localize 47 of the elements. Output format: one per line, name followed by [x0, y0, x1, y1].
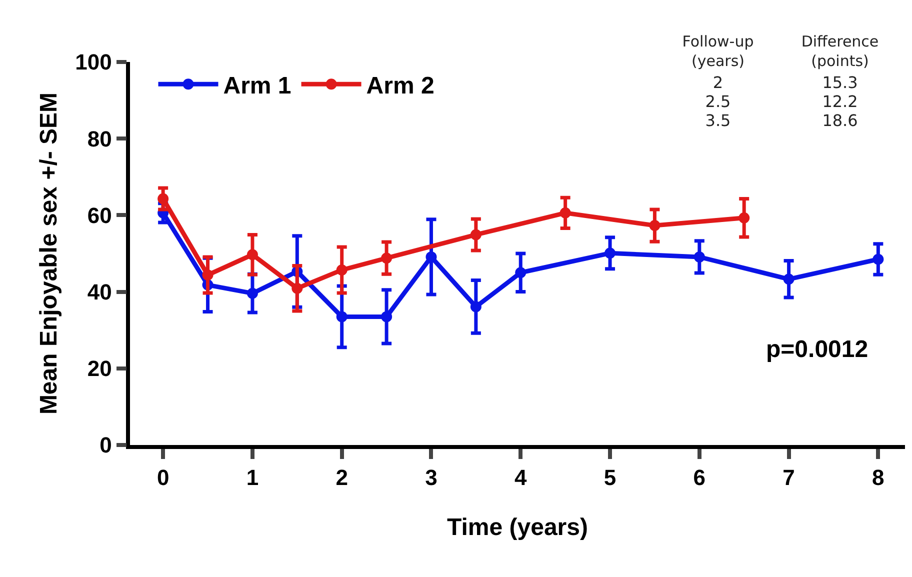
- x-tick-label: 2: [336, 465, 348, 490]
- point: [604, 248, 616, 259]
- y-tick-label: 100: [75, 50, 112, 75]
- y-tick-label: 20: [87, 356, 112, 382]
- legend-label: Arm 1: [223, 72, 292, 100]
- annotation: 2: [712, 73, 724, 92]
- x-tick-label: 5: [604, 465, 616, 490]
- point: [515, 267, 526, 278]
- x-tick-label: 0: [156, 465, 170, 490]
- point: [783, 274, 794, 285]
- point: [470, 301, 482, 312]
- point: [336, 311, 348, 322]
- legend-label: Arm 2: [366, 72, 434, 100]
- point: [246, 249, 258, 260]
- x-tick-label: 8: [872, 465, 884, 490]
- y-tick-label: 60: [87, 202, 112, 228]
- point: [381, 252, 392, 264]
- point: [202, 269, 214, 280]
- annotation: 18.6: [822, 111, 858, 130]
- x-tick-label: 3: [425, 465, 438, 490]
- x-tick-label: 7: [782, 465, 795, 490]
- y-tick-label: 40: [87, 280, 112, 304]
- point: [292, 282, 303, 294]
- point: [470, 229, 482, 240]
- point: [158, 193, 169, 204]
- x-tick-label: 1: [246, 465, 259, 490]
- annotation: 3.5: [705, 111, 731, 130]
- annotation: p=0.0012: [766, 336, 868, 363]
- y-axis-title: Mean Enjoyable sex +/- SEM: [36, 92, 63, 415]
- x-tick-label: 4: [514, 465, 528, 490]
- x-axis-title: Time (years): [447, 514, 588, 541]
- annotation: 15.3: [822, 73, 858, 92]
- annotation: 2.5: [705, 92, 731, 111]
- point: [649, 220, 660, 232]
- point: [694, 251, 705, 262]
- y-tick-label: 0: [100, 432, 112, 458]
- annotation: Difference (points): [801, 32, 879, 70]
- point: [246, 288, 258, 299]
- annotation: 12.2: [822, 92, 858, 111]
- point: [336, 264, 348, 276]
- annotation: Follow-up (years): [682, 32, 754, 70]
- point: [872, 254, 884, 265]
- point: [381, 311, 392, 322]
- y-tick-label: 80: [87, 126, 112, 152]
- x-tick-label: 6: [693, 465, 706, 490]
- point: [560, 207, 571, 218]
- point: [738, 212, 750, 224]
